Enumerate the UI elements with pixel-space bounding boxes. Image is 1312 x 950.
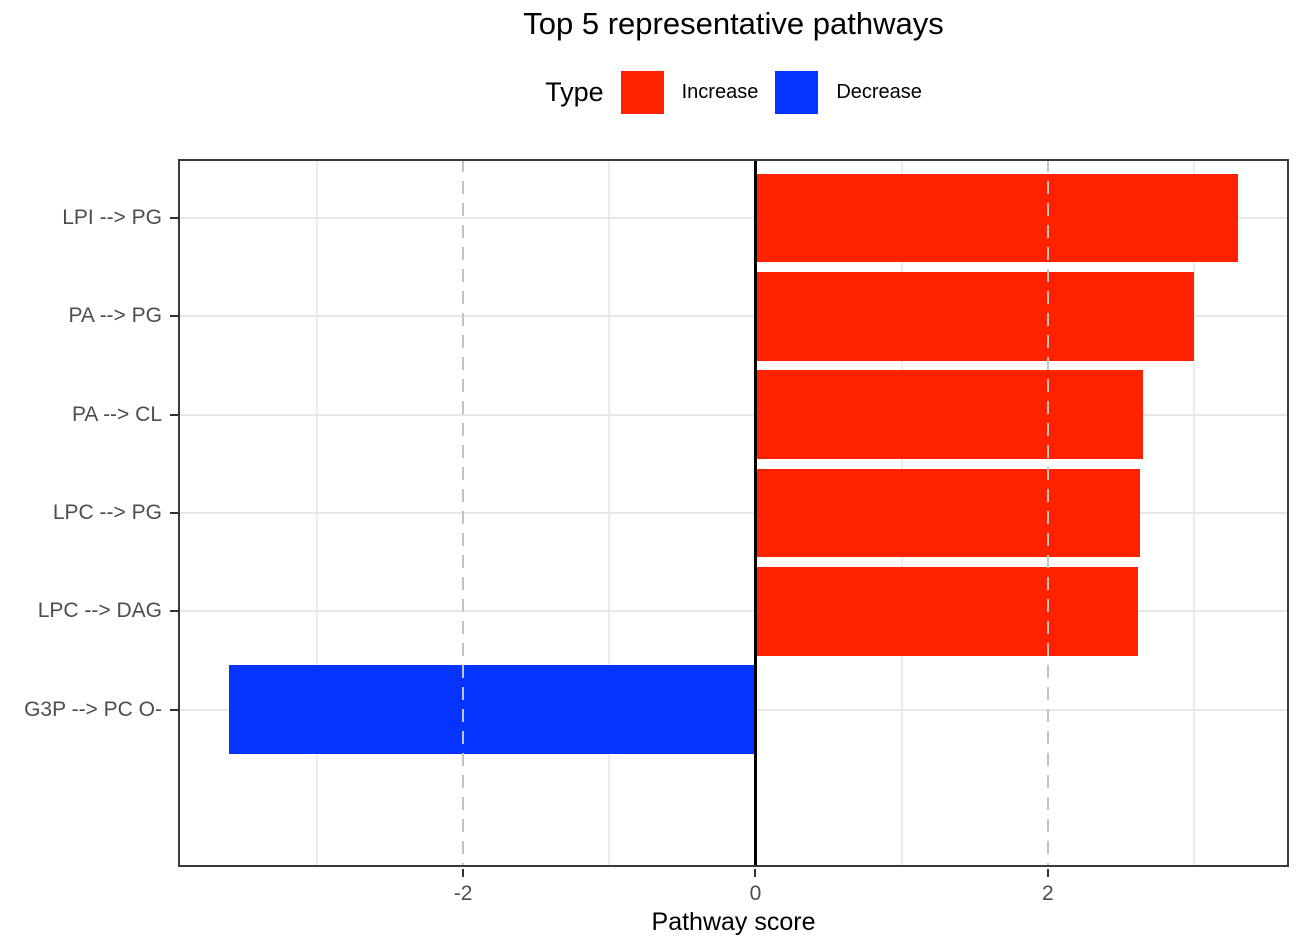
legend-label-increase: Increase [681, 80, 759, 103]
y-axis-label: LPC --> PG [52, 501, 162, 524]
y-axis-tick [170, 708, 178, 711]
zero-line [753, 159, 757, 867]
x-axis-tick [1046, 869, 1049, 877]
bar [229, 665, 756, 754]
x-axis-tick-label: -2 [453, 882, 473, 905]
x-axis-tick [754, 869, 757, 877]
x-axis-tick [462, 869, 465, 877]
y-axis-tick [170, 610, 178, 613]
legend-label-decrease: Decrease [836, 80, 922, 103]
row-gridline [178, 315, 1289, 318]
legend-title: Type [545, 76, 604, 107]
bar [755, 272, 1194, 361]
plot-panel [178, 159, 1289, 867]
y-axis-label: LPC --> DAG [37, 599, 162, 623]
y-axis-label: G3P --> PC O- [24, 697, 162, 721]
bar [755, 370, 1143, 459]
y-axis-tick [170, 413, 178, 416]
y-axis-tick [170, 512, 178, 514]
bar [755, 173, 1238, 263]
legend-swatch-increase [620, 70, 664, 114]
x-axis-tick-label: 2 [1041, 882, 1054, 905]
row-gridline [178, 413, 1289, 416]
dashed-reference-line [462, 159, 465, 867]
dashed-reference-line [1046, 159, 1049, 867]
chart-title: Top 5 representative pathways [523, 6, 944, 41]
bar [755, 468, 1140, 558]
row-gridline [178, 610, 1289, 613]
row-gridline [178, 512, 1289, 514]
y-axis-label: LPI --> PG [62, 206, 162, 229]
legend-item-increase: Increase [620, 70, 759, 114]
legend-swatch-decrease [775, 70, 819, 114]
panel-border [178, 159, 1289, 867]
row-gridline [178, 217, 1289, 219]
y-axis-tick [170, 315, 178, 318]
x-axis-tick-label: 0 [749, 882, 762, 905]
y-axis-label: PA --> CL [71, 402, 162, 426]
y-axis-label: PA --> PG [68, 304, 162, 328]
y-axis-tick [170, 217, 178, 219]
bar [755, 567, 1139, 656]
x-axis-title: Pathway score [651, 908, 816, 936]
legend: Type Increase Decrease [178, 70, 1289, 114]
legend-item-decrease: Decrease [775, 70, 922, 114]
